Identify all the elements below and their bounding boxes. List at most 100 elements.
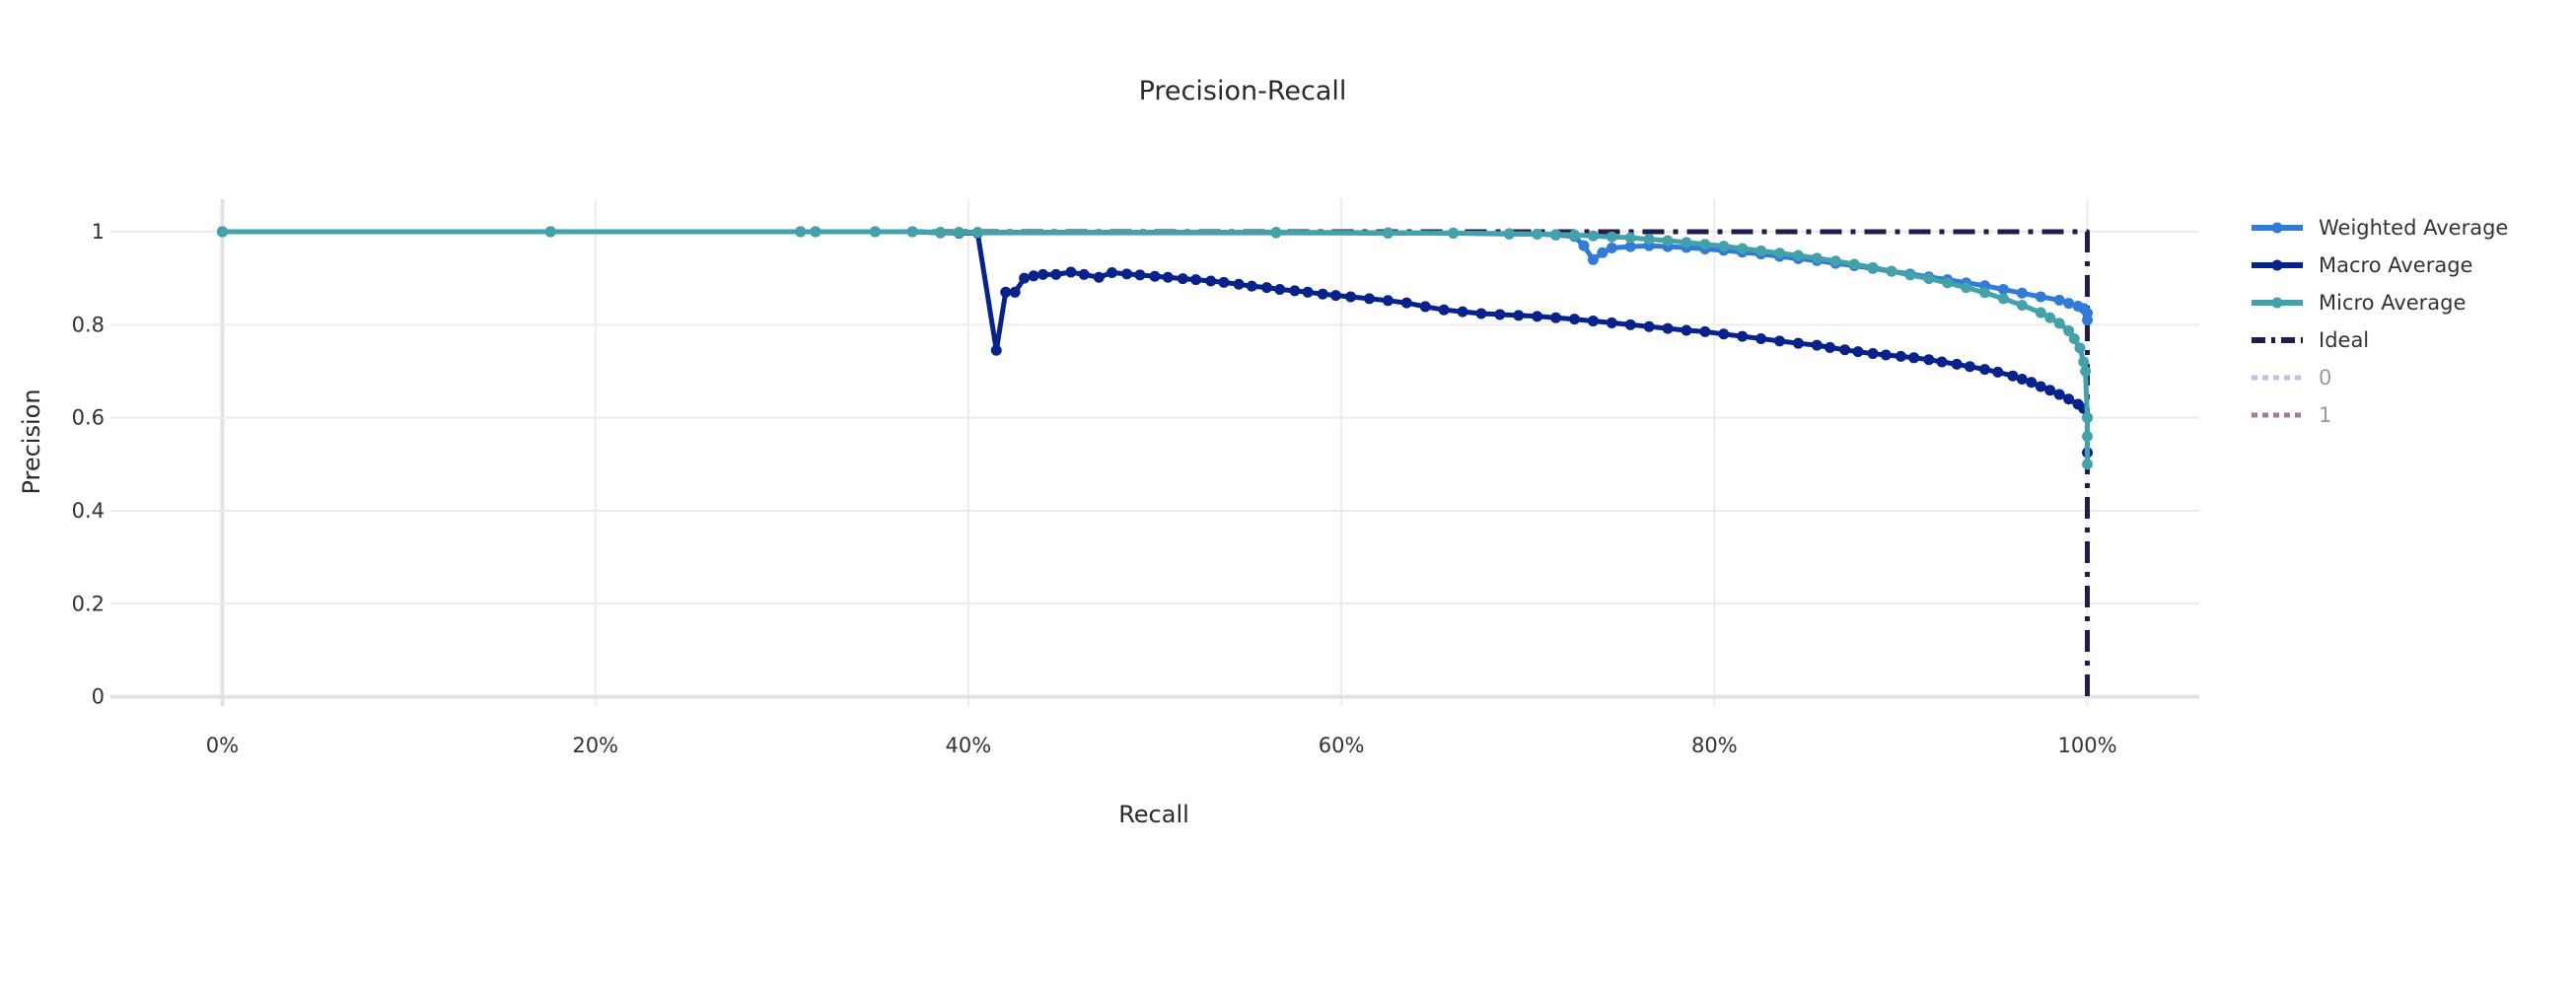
data-point-micro-average — [1829, 255, 1841, 267]
data-point-micro-average — [1681, 237, 1692, 248]
legend-item-1[interactable]: 1 — [2252, 403, 2331, 427]
legend-item-macro-average[interactable]: Macro Average — [2252, 253, 2472, 277]
y-tick-label: 1 — [92, 220, 105, 244]
x-tick-label: 100% — [2058, 734, 2117, 757]
data-point-macro-average — [1936, 356, 1948, 368]
chart-title: Precision-Recall — [1139, 76, 1347, 106]
data-point-micro-average — [2082, 412, 2094, 424]
data-point-macro-average — [1274, 283, 1286, 295]
data-point-micro-average — [1792, 249, 1804, 261]
data-point-macro-average — [1190, 274, 1202, 286]
x-tick-label: 0% — [206, 734, 239, 757]
data-point-micro-average — [1886, 265, 1897, 277]
data-point-weighted-average — [1997, 283, 2009, 295]
x-axis-label: Recall — [1118, 801, 1189, 828]
data-point-macro-average — [1964, 361, 1975, 373]
data-point-macro-average — [1825, 341, 1836, 353]
data-point-macro-average — [1755, 332, 1767, 344]
x-tick-label: 20% — [572, 734, 618, 757]
data-point-macro-average — [1000, 286, 1012, 298]
data-point-micro-average — [1904, 269, 1916, 281]
data-point-micro-average — [2044, 312, 2056, 323]
data-point-micro-average — [2035, 307, 2046, 318]
x-tick-label: 40% — [946, 734, 992, 757]
data-point-micro-average — [810, 226, 822, 238]
data-point-micro-average — [1997, 293, 2009, 305]
data-point-macro-average — [1792, 337, 1804, 349]
data-point-macro-average — [1345, 291, 1357, 303]
data-point-macro-average — [1400, 297, 1412, 309]
data-point-macro-average — [1038, 268, 1049, 280]
data-point-micro-average — [869, 226, 881, 238]
data-point-macro-average — [1134, 269, 1146, 281]
data-point-weighted-average — [2082, 315, 2094, 326]
data-point-macro-average — [1177, 273, 1188, 285]
data-point-macro-average — [1329, 290, 1341, 302]
data-point-macro-average — [1438, 304, 1450, 316]
data-point-macro-average — [1587, 316, 1599, 327]
series-micro-average — [216, 226, 2094, 470]
data-point-macro-average — [2016, 373, 2028, 385]
data-point-macro-average — [1162, 271, 1174, 283]
data-point-macro-average — [1895, 350, 1906, 362]
legend-marker — [2271, 259, 2283, 271]
y-tick-label: 0.2 — [72, 592, 105, 615]
data-point-macro-average — [1979, 364, 1991, 376]
data-point-macro-average — [1382, 295, 1394, 307]
data-point-macro-average — [1681, 324, 1692, 336]
data-point-micro-average — [935, 226, 947, 238]
data-point-micro-average — [1774, 248, 1786, 259]
legend-marker — [2271, 222, 2283, 234]
data-point-macro-average — [1568, 314, 1580, 325]
data-point-weighted-average — [1578, 240, 1590, 251]
data-point-micro-average — [1718, 241, 1730, 252]
data-point-macro-average — [1363, 293, 1375, 305]
data-point-micro-average — [2080, 365, 2092, 377]
data-point-macro-average — [2053, 389, 2065, 400]
series-macro-average — [216, 226, 2094, 459]
data-point-micro-average — [971, 226, 983, 238]
data-point-micro-average — [1737, 243, 1749, 254]
series-layer — [216, 226, 2094, 697]
data-point-micro-average — [2074, 342, 2086, 354]
legend-item-ideal[interactable]: Ideal — [2252, 328, 2369, 352]
data-point-macro-average — [1550, 312, 1562, 323]
data-point-macro-average — [1718, 328, 1730, 340]
data-point-macro-average — [1923, 354, 1935, 366]
data-point-macro-average — [1107, 267, 1118, 279]
data-point-micro-average — [1867, 261, 1879, 273]
legend-label: Micro Average — [2319, 291, 2466, 315]
data-point-macro-average — [1218, 276, 1230, 288]
data-point-weighted-average — [1606, 243, 1617, 254]
data-point-macro-average — [2044, 385, 2056, 396]
legend-label: 1 — [2319, 403, 2331, 427]
data-point-micro-average — [1848, 258, 1860, 270]
data-point-macro-average — [1078, 268, 1090, 280]
data-point-macro-average — [1737, 330, 1749, 342]
data-point-macro-average — [1205, 275, 1217, 287]
legend-label: 0 — [2319, 366, 2331, 389]
legend-item-0[interactable]: 0 — [2252, 366, 2331, 389]
data-point-micro-average — [1643, 234, 1655, 246]
data-point-macro-average — [1475, 308, 1487, 319]
data-point-macro-average — [1419, 301, 1431, 313]
legend-label: Weighted Average — [2319, 216, 2508, 240]
y-axis-label: Precision — [18, 389, 45, 494]
legend[interactable]: Weighted Average Macro Average Micro Avera… — [2252, 216, 2508, 427]
data-point-micro-average — [1568, 229, 1580, 241]
data-point-micro-average — [2068, 332, 2080, 344]
axes: 0% 20% 40% 60% 80% 100% 0 0.2 0.4 0.6 0.8 1 — [72, 220, 2117, 757]
legend-item-weighted-average[interactable]: Weighted Average — [2252, 216, 2508, 240]
data-point-macro-average — [990, 344, 1002, 356]
legend-item-micro-average[interactable]: Micro Average — [2252, 291, 2466, 315]
data-point-macro-average — [1624, 318, 1636, 330]
data-point-macro-average — [1317, 288, 1328, 300]
data-point-macro-average — [1050, 268, 1062, 280]
data-point-micro-average — [1624, 232, 1636, 244]
data-point-macro-average — [1643, 320, 1655, 332]
data-point-macro-average — [1992, 366, 2004, 378]
legend-label: Macro Average — [2319, 253, 2472, 277]
data-point-macro-average — [1532, 311, 1543, 322]
